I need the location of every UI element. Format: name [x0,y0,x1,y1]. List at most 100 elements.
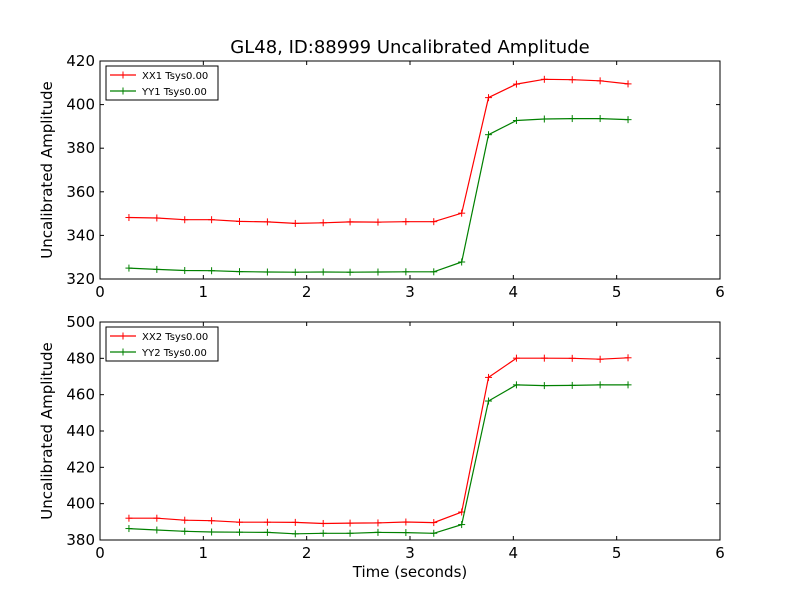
data-point [512,381,520,389]
data-point [208,267,216,275]
y-tick-label: 400 [66,96,95,114]
data-point [568,115,576,123]
data-point [568,381,576,389]
x-tick-label: 2 [302,283,312,301]
x-tick-label: 5 [612,544,622,562]
data-point [374,218,382,226]
data-point [346,519,354,527]
data-point [458,209,466,217]
y-tick-label: 340 [66,226,95,244]
data-point [291,530,299,538]
data-point [596,115,604,123]
x-tick-label: 3 [405,544,415,562]
data-point [540,354,548,362]
data-point [430,218,438,226]
data-point [208,517,216,525]
y-tick-label: 420 [66,52,95,70]
data-point [125,525,133,533]
x-tick-label: 0 [95,544,105,562]
data-point [430,519,438,527]
chart-panel-2: 0 1 2 3 4 5 6 380 400 420 440 460 480 500 Uncalibrated… [38,313,725,581]
data-point [458,521,466,529]
data-point [236,528,243,536]
y-axis-label: Uncalibrated Amplitude [38,342,56,519]
chart-title: GL48, ID:88999 Uncalibrated Amplitude [230,37,589,58]
data-point [512,354,520,362]
data-point [236,217,243,225]
data-point [125,214,133,222]
data-point [624,80,632,88]
data-point [624,354,632,362]
data-point [263,218,271,226]
x-tick-label: 3 [405,283,415,301]
x-tick-label: 4 [509,544,519,562]
x-tick-label: 6 [715,544,725,562]
y-tick-label: 380 [66,139,95,157]
data-point [485,131,493,139]
data-point [596,355,604,363]
data-point [153,265,161,273]
data-point [485,397,493,405]
data-point [596,77,604,85]
data-point [485,94,493,102]
data-point [319,519,327,527]
y-axis-label: Uncalibrated Amplitude [38,81,56,258]
legend-label: XX1 Tsys0.00 [142,71,208,82]
y-tick-label: 320 [66,270,95,288]
y-tick-label: 380 [66,531,95,549]
data-point [485,373,493,381]
x-tick-label: 6 [715,283,725,301]
data-point [291,518,299,526]
data-point [624,381,632,389]
data-point [236,268,243,276]
data-point [402,268,410,276]
data-point [430,268,438,276]
legend-label: YY1 Tsys0.00 [141,87,207,98]
legend: XX2 Tsys0.00 YY2 Tsys0.00 [105,326,219,362]
data-point [374,519,382,527]
chart-panel-1: 0 1 2 3 4 5 6 320 340 360 380 400 420 Uncalibrated Am… [38,52,725,301]
data-point [263,268,271,276]
x-tick-label: 1 [199,283,209,301]
data-point [568,354,576,362]
y-tick-label: 400 [66,495,95,513]
data-point [568,76,576,84]
data-point [181,516,189,524]
data-point [291,219,299,227]
data-point [596,381,604,389]
data-point [540,115,548,123]
data-point [125,264,133,272]
data-point [402,529,410,537]
y-tick-label: 460 [66,386,95,404]
data-point [374,528,382,536]
data-point [208,216,216,224]
data-point [430,529,438,537]
data-point [181,266,189,274]
data-point [374,268,382,276]
y-tick-label: 500 [66,313,95,331]
legend: XX1 Tsys0.00 YY1 Tsys0.00 [105,65,219,101]
data-point [319,219,327,227]
data-point [208,528,216,536]
data-point [236,518,243,526]
data-point [458,258,466,266]
data-point [153,214,161,222]
legend-box [105,65,219,101]
data-point [263,518,271,526]
data-point [346,218,354,226]
data-point [624,116,632,124]
y-tick-label: 480 [66,349,95,367]
data-point [125,514,133,522]
data-point [346,529,354,537]
data-point [402,518,410,526]
data-point [181,527,189,535]
legend-label: XX2 Tsys0.00 [142,332,208,343]
y-tick-label: 360 [66,183,95,201]
data-point [319,529,327,537]
x-tick-label: 0 [95,283,105,301]
data-point [263,528,271,536]
data-point [540,382,548,390]
data-point [153,526,161,534]
